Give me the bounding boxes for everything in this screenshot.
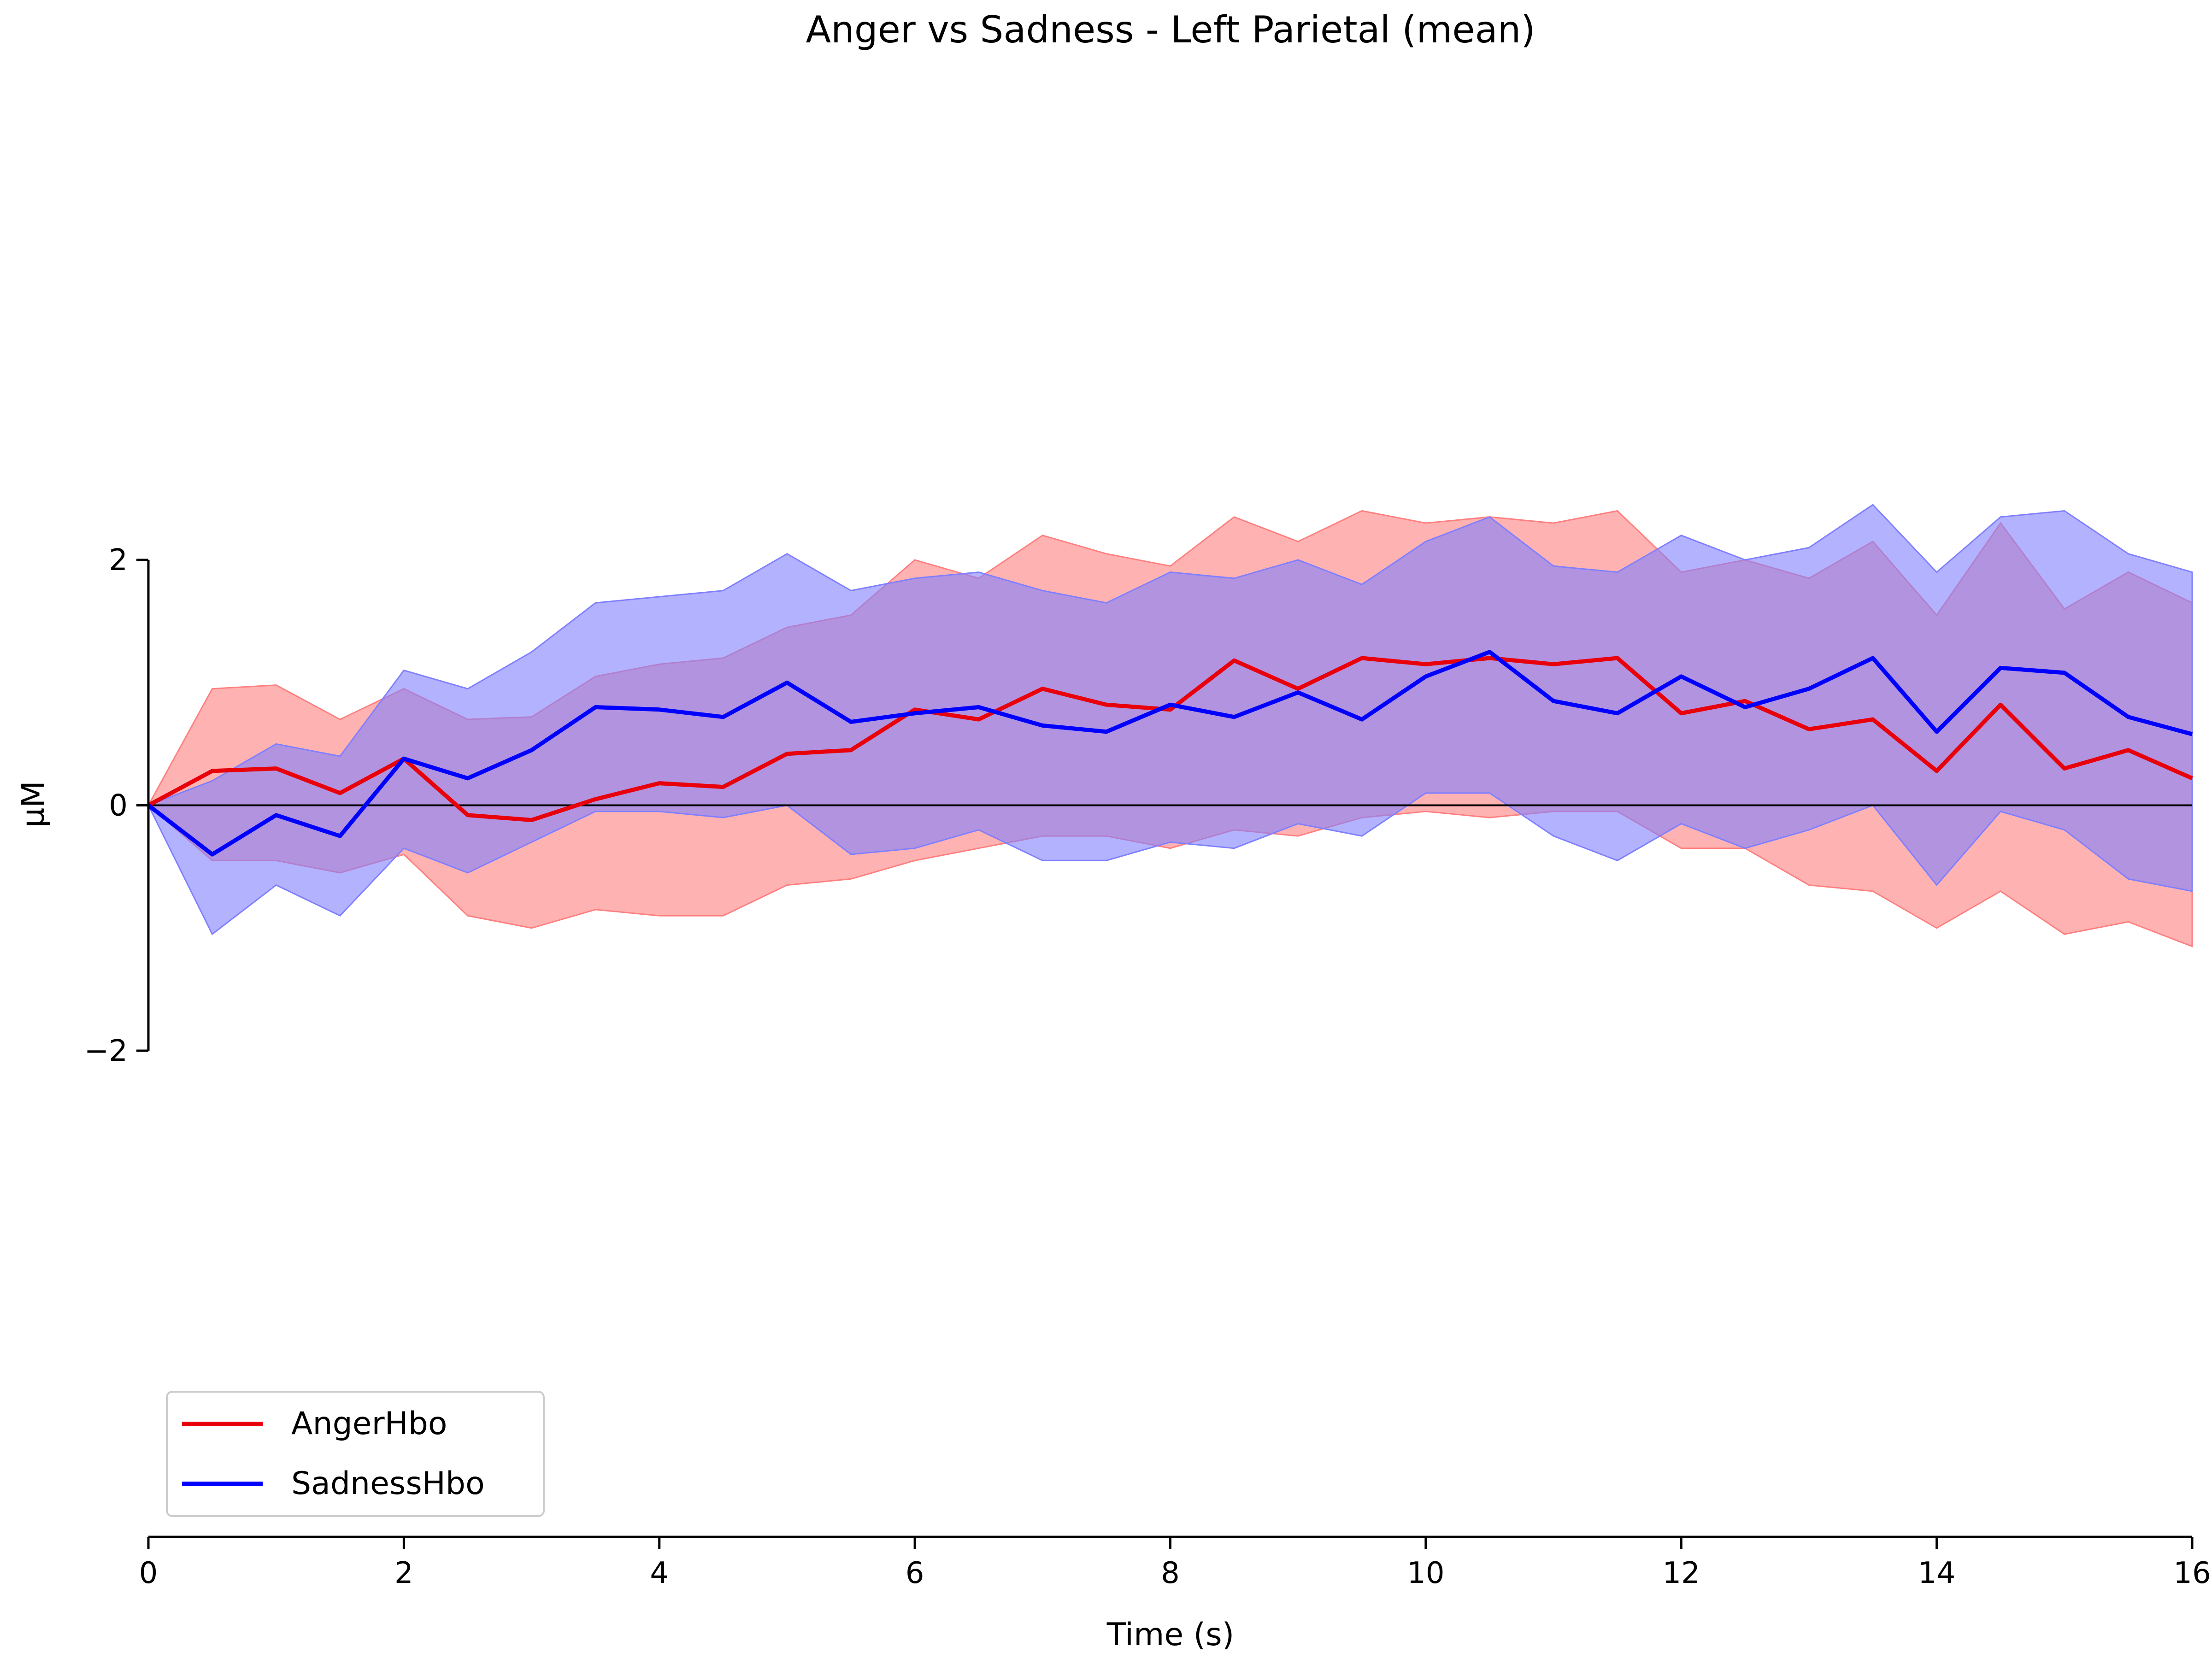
confidence-bands <box>147 504 2193 947</box>
x-tick-label: 4 <box>650 1556 669 1590</box>
y-tick-label: −2 <box>84 1034 128 1068</box>
legend: AngerHbo SadnessHbo <box>166 1391 545 1517</box>
x-axis-label: Time (s) <box>1106 1617 1235 1653</box>
x-tick-label: 12 <box>1663 1556 1700 1590</box>
x-tick-label: 6 <box>906 1556 924 1590</box>
y-tick-label: 2 <box>109 543 128 577</box>
band-sadnesshbo <box>147 504 2193 935</box>
chart-title: Anger vs Sadness - Left Parietal (mean) <box>806 8 1535 51</box>
legend-label-sadness: SadnessHbo <box>291 1465 485 1502</box>
x-tick-label: 14 <box>1918 1556 1955 1590</box>
series-lines <box>147 650 2193 857</box>
x-tick-label: 10 <box>1407 1556 1444 1590</box>
x-axis-ticks: 0 2 4 6 8 10 12 14 16 <box>139 1537 2211 1590</box>
legend-label-anger: AngerHbo <box>291 1406 447 1442</box>
x-tick-label: 2 <box>394 1556 413 1590</box>
series-line-angerhbo <box>147 656 2193 822</box>
x-tick-label: 8 <box>1161 1556 1180 1590</box>
y-axis-label: μM <box>15 781 52 828</box>
x-tick-label: 16 <box>2173 1556 2211 1590</box>
y-axis-ticks: −2 0 2 <box>84 543 148 1068</box>
x-tick-label: 0 <box>139 1556 158 1590</box>
series-line-sadnesshbo <box>147 650 2193 857</box>
y-tick-label: 0 <box>109 789 128 823</box>
